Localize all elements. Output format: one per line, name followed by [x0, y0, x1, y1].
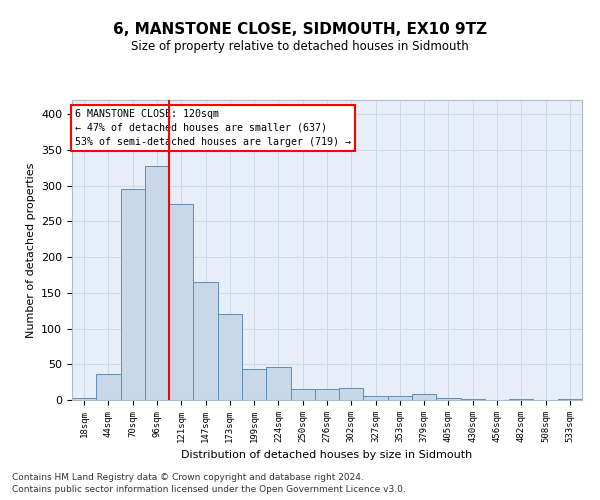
Bar [193, 282, 218, 400]
Bar [72, 398, 96, 400]
Bar [145, 166, 169, 400]
Bar [169, 204, 193, 400]
Bar [339, 388, 364, 400]
Text: Size of property relative to detached houses in Sidmouth: Size of property relative to detached ho… [131, 40, 469, 53]
Bar [558, 398, 582, 400]
Text: Contains public sector information licensed under the Open Government Licence v3: Contains public sector information licen… [12, 485, 406, 494]
Text: 6, MANSTONE CLOSE, SIDMOUTH, EX10 9TZ: 6, MANSTONE CLOSE, SIDMOUTH, EX10 9TZ [113, 22, 487, 38]
Text: Contains HM Land Registry data © Crown copyright and database right 2024.: Contains HM Land Registry data © Crown c… [12, 472, 364, 482]
Bar [436, 398, 461, 400]
Y-axis label: Number of detached properties: Number of detached properties [26, 162, 35, 338]
X-axis label: Distribution of detached houses by size in Sidmouth: Distribution of detached houses by size … [181, 450, 473, 460]
Bar [315, 390, 339, 400]
Bar [121, 190, 145, 400]
Text: 6 MANSTONE CLOSE: 120sqm
← 47% of detached houses are smaller (637)
53% of semi-: 6 MANSTONE CLOSE: 120sqm ← 47% of detach… [74, 109, 350, 147]
Bar [266, 367, 290, 400]
Bar [388, 396, 412, 400]
Bar [509, 398, 533, 400]
Bar [96, 374, 121, 400]
Bar [412, 394, 436, 400]
Bar [290, 390, 315, 400]
Bar [218, 314, 242, 400]
Bar [364, 396, 388, 400]
Bar [242, 368, 266, 400]
